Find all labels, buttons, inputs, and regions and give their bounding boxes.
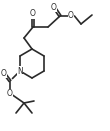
Text: O: O <box>7 89 13 99</box>
Text: O: O <box>30 10 36 18</box>
Text: O: O <box>68 12 74 20</box>
Text: O: O <box>1 69 7 78</box>
Text: O: O <box>51 2 57 12</box>
Text: N: N <box>17 67 23 75</box>
